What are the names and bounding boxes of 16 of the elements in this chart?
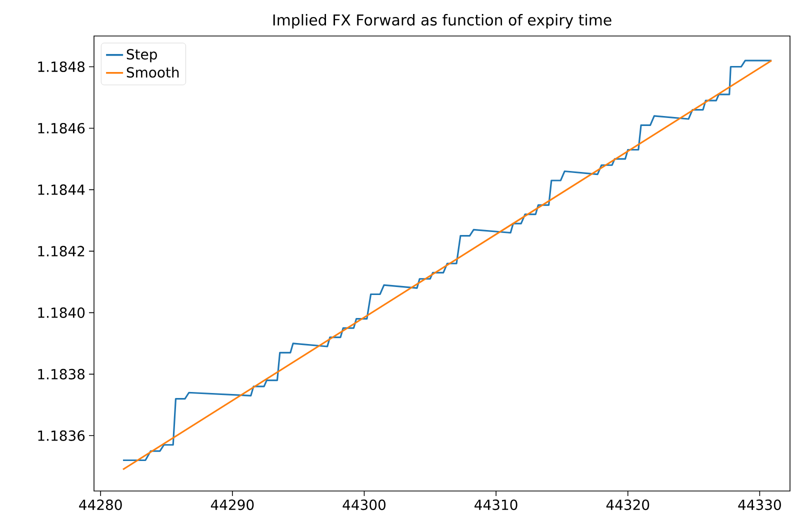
chart-title: Implied FX Forward as function of expiry time [273, 14, 612, 28]
legend-label: Smooth [126, 66, 179, 78]
y-tick-label: 1.1848 [38, 61, 85, 72]
y-tick-label: 1.1842 [38, 246, 84, 256]
x-tick-label: 44330 [738, 500, 781, 510]
y-tick-label: 1.1838 [38, 368, 85, 380]
y-tick-label: 1.1836 [38, 430, 85, 441]
y-tick-label: 1.1846 [38, 122, 85, 134]
x-tick-label: 44320 [606, 500, 650, 510]
x-tick-label: 44310 [474, 500, 518, 510]
y-tick-label: 1.1844 [38, 184, 85, 195]
y-tick-label: 1.1840 [38, 307, 85, 318]
x-tick-label: 44290 [210, 500, 254, 510]
legend-label: Step [126, 49, 157, 62]
x-tick-label: 44280 [79, 500, 122, 510]
x-tick-label: 44300 [342, 500, 386, 510]
